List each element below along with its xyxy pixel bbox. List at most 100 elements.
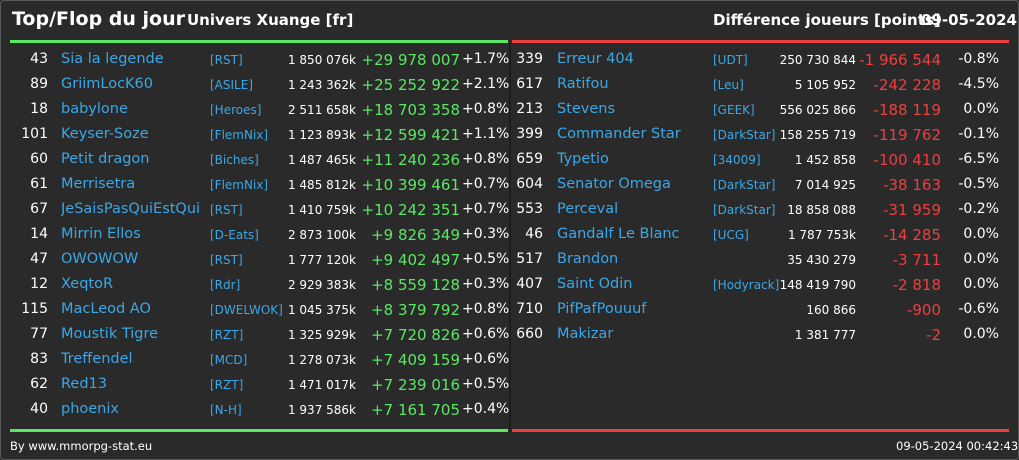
points-difference: +25 252 922 — [361, 76, 460, 94]
list-item: 83 Treffendel [MCD] 1 278 073k +7 409 159 +0.… — [10, 347, 510, 372]
player-name-link[interactable]: Typetio — [557, 151, 609, 167]
percent-change: +0.6% — [462, 351, 510, 367]
percent-change: -4.5% — [958, 76, 999, 92]
player-points: 1 487 465k — [287, 153, 356, 167]
player-name-link[interactable]: OWOWOW — [61, 251, 139, 267]
player-name-link[interactable]: MacLeod AO — [61, 301, 151, 317]
player-rank: 46 — [525, 226, 543, 242]
percent-change: +0.8% — [462, 301, 510, 317]
alliance-tag-link[interactable]: [34009] — [713, 153, 761, 167]
points-difference: +9 826 349 — [371, 226, 460, 244]
player-rank: 407 — [516, 276, 543, 292]
player-name-link[interactable]: Senator Omega — [557, 176, 671, 192]
flop-panel: 339 Erreur 404 [UDT] 250 730 844 -1 966 544 -… — [512, 40, 1009, 432]
player-name-link[interactable]: Ratifou — [557, 76, 609, 92]
alliance-tag-link[interactable]: [Rdr] — [210, 278, 241, 292]
player-points: 1 410 759k — [287, 203, 356, 217]
points-difference: -31 959 — [883, 201, 941, 219]
percent-change: +0.6% — [462, 326, 510, 342]
points-difference: -2 818 — [892, 276, 941, 294]
alliance-tag-link[interactable]: [GEEK] — [713, 103, 755, 117]
alliance-tag-link[interactable]: [UDT] — [713, 53, 748, 67]
list-item: 12 XeqtoR [Rdr] 2 929 383k +8 559 128 +0.3% — [10, 272, 509, 297]
alliance-tag-link[interactable]: [Heroes] — [210, 103, 262, 117]
player-rank: 617 — [516, 76, 543, 92]
alliance-tag-link[interactable]: [Hodyrack] — [713, 278, 780, 292]
player-points: 2 511 658k — [287, 103, 356, 117]
player-points: 148 419 790 — [779, 278, 856, 292]
player-points: 2 873 100k — [287, 228, 356, 242]
player-name-link[interactable]: Merrisetra — [61, 176, 136, 192]
player-name-link[interactable]: GriimLocK60 — [61, 76, 154, 92]
flop-panel-top-line — [512, 40, 1009, 43]
list-item: 89 GriimLocK60 [ASILE] 1 243 362k +25 252 92… — [10, 72, 510, 97]
player-name-link[interactable]: Mirrin Ellos — [61, 226, 141, 242]
player-name-link[interactable]: Saint Odin — [557, 276, 633, 292]
top-panel-bottom-line — [10, 429, 508, 432]
player-points: 1 381 777 — [794, 328, 856, 342]
points-difference: +7 239 016 — [371, 376, 460, 394]
player-name-link[interactable]: Stevens — [557, 101, 616, 117]
player-name-link[interactable]: Keyser-Soze — [61, 126, 149, 142]
player-points: 18 858 088 — [787, 203, 856, 217]
player-points: 1 452 858 — [794, 153, 856, 167]
alliance-tag-link[interactable]: [RZT] — [210, 378, 244, 392]
alliance-tag-link[interactable]: [RST] — [210, 53, 243, 67]
list-item: 710 PifPafPouuuf 160 866 -900 -0.6% — [512, 297, 1009, 322]
player-name-link[interactable]: XeqtoR — [61, 276, 114, 292]
top-panel: 43 Sia la legende [RST] 1 850 076k +29 978 0… — [10, 40, 510, 432]
player-rank: 659 — [516, 151, 543, 167]
list-item: 14 Mirrin Ellos [D-Eats] 2 873 100k +9 826 3… — [10, 222, 509, 247]
player-name-link[interactable]: JeSaisPasQuiEstQui — [61, 201, 201, 217]
player-points: 1 045 375k — [287, 303, 356, 317]
points-difference: -38 163 — [883, 176, 941, 194]
player-rank: 47 — [30, 251, 48, 267]
alliance-tag-link[interactable]: [ASILE] — [210, 78, 253, 92]
alliance-tag-link[interactable]: [RST] — [210, 203, 243, 217]
points-difference: +7 720 826 — [371, 326, 460, 344]
alliance-tag-link[interactable]: [DWELWOK] — [210, 303, 283, 317]
player-rank: 604 — [516, 176, 543, 192]
player-name-link[interactable]: phoenix — [61, 401, 119, 417]
player-name-link[interactable]: Makizar — [557, 326, 614, 342]
list-item: 46 Gandalf Le Blanc [UCG] 1 787 753k -14 285… — [512, 222, 1009, 247]
alliance-tag-link[interactable]: [RST] — [210, 253, 243, 267]
player-name-link[interactable]: Red13 — [61, 376, 107, 392]
alliance-tag-link[interactable]: [UCG] — [713, 228, 749, 242]
percent-change: +2.1% — [462, 76, 510, 92]
alliance-tag-link[interactable]: [DarkStar] — [713, 178, 776, 192]
player-points: 2 929 383k — [287, 278, 356, 292]
player-points: 1 850 076k — [287, 53, 356, 67]
player-name-link[interactable]: Erreur 404 — [557, 51, 634, 67]
alliance-tag-link[interactable]: [FlemNix] — [210, 178, 269, 192]
player-name-link[interactable]: Commander Star — [557, 126, 681, 142]
flop-list: 339 Erreur 404 [UDT] 250 730 844 -1 966 544 -… — [512, 47, 1009, 347]
alliance-tag-link[interactable]: [DarkStar] — [713, 203, 776, 217]
alliance-tag-link[interactable]: [FlemNix] — [210, 128, 269, 142]
points-difference: +9 402 497 — [371, 251, 460, 269]
player-name-link[interactable]: PifPafPouuuf — [557, 301, 647, 317]
player-name-link[interactable]: Moustik Tigre — [61, 326, 159, 342]
player-points: 1 123 893k — [287, 128, 356, 142]
panel-divider — [509, 43, 511, 429]
alliance-tag-link[interactable]: [D-Eats] — [210, 228, 259, 242]
header: Top/Flop du jour Univers Xuange [fr] Dif… — [0, 0, 1019, 40]
player-name-link[interactable]: Sia la legende — [61, 51, 164, 67]
player-name-link[interactable]: Gandalf Le Blanc — [557, 226, 680, 242]
alliance-tag-link[interactable]: [DarkStar] — [713, 128, 776, 142]
alliance-tag-link[interactable]: [N-H] — [210, 403, 242, 417]
player-name-link[interactable]: babylone — [61, 101, 128, 117]
player-rank: 18 — [30, 101, 48, 117]
points-difference: +29 978 007 — [361, 51, 460, 69]
player-name-link[interactable]: Perceval — [557, 201, 619, 217]
player-name-link[interactable]: Petit dragon — [61, 151, 150, 167]
player-name-link[interactable]: Treffendel — [61, 351, 133, 367]
alliance-tag-link[interactable]: [RZT] — [210, 328, 244, 342]
alliance-tag-link[interactable]: [Leu] — [713, 78, 744, 92]
player-name-link[interactable]: Brandon — [557, 251, 619, 267]
alliance-tag-link[interactable]: [Biches] — [210, 153, 259, 167]
points-difference: -900 — [906, 301, 941, 319]
alliance-tag-link[interactable]: [MCD] — [210, 353, 248, 367]
player-rank: 399 — [516, 126, 543, 142]
list-item: 47 OWOWOW [RST] 1 777 120k +9 402 497 +0.5% — [10, 247, 509, 272]
